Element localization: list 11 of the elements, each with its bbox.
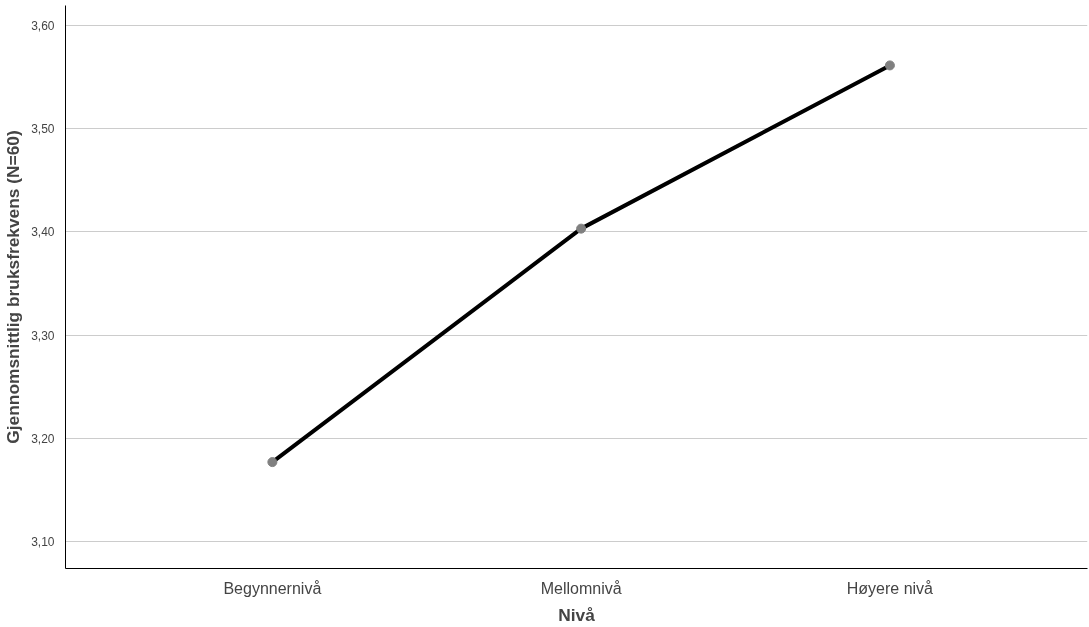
x-tick-label: Mellomnivå xyxy=(540,579,622,597)
y-tick-label: 3,60 xyxy=(31,18,55,33)
x-axis-title: Nivå xyxy=(558,604,596,625)
y-tick-label: 3,10 xyxy=(31,535,55,550)
y-axis-title: Gjennomsnittlig bruksfrekvens (N=60) xyxy=(3,130,24,444)
y-tick-label: 3,50 xyxy=(31,121,55,136)
y-tick-label: 3,20 xyxy=(31,431,55,446)
y-tick-label: 3,40 xyxy=(31,225,55,240)
x-tick-label: Begynnernivå xyxy=(223,579,322,597)
y-tick-label: 3,30 xyxy=(31,328,55,343)
x-tick-label: Høyere nivå xyxy=(846,579,934,597)
